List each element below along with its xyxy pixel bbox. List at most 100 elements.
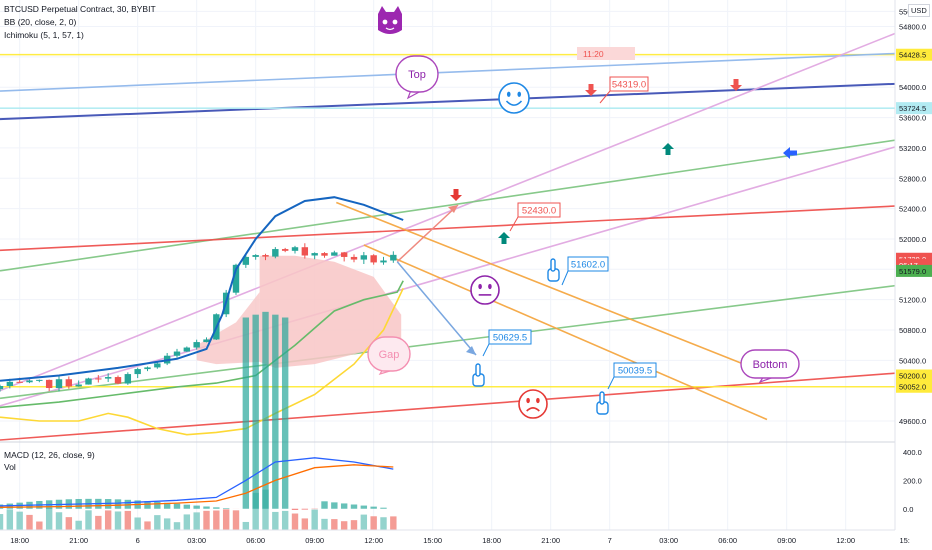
time-tick-label[interactable]: 03:00 (659, 536, 678, 545)
candle-body[interactable] (380, 260, 387, 263)
bb-legend[interactable]: BB (20, close, 2, 0) (4, 17, 77, 27)
volume-bar[interactable] (252, 492, 259, 530)
volume-bar[interactable] (36, 521, 43, 530)
macd-histogram-bar[interactable] (380, 507, 387, 509)
macd-histogram-bar[interactable] (360, 505, 368, 509)
candle-body[interactable] (193, 342, 200, 348)
macd-histogram-bar[interactable] (114, 499, 122, 509)
arrow-down-icon[interactable] (730, 79, 742, 91)
pointing-hand-icon[interactable] (596, 391, 609, 415)
macd-histogram-bar[interactable] (154, 501, 161, 509)
price-tick-label[interactable]: 53200.0 (899, 144, 926, 153)
candle-body[interactable] (173, 351, 181, 356)
candles[interactable] (0, 243, 397, 392)
candle-body[interactable] (203, 339, 210, 343)
candle-body[interactable] (321, 253, 328, 256)
arrow-left-icon[interactable] (783, 147, 797, 159)
candle-body[interactable] (0, 386, 4, 390)
volume-bar[interactable] (134, 517, 141, 530)
time-tick-label[interactable]: 09:00 (305, 536, 324, 545)
time-tick-label[interactable]: 03:00 (187, 536, 206, 545)
volume-bar[interactable] (311, 509, 318, 530)
time-tick-label[interactable]: 15: (899, 536, 909, 545)
price-tick-label[interactable]: 51200.0 (899, 296, 926, 305)
volume-bar[interactable] (380, 517, 387, 530)
macd-histogram-bar[interactable] (193, 505, 200, 509)
candle-body[interactable] (331, 252, 338, 256)
volume-bar[interactable] (291, 513, 299, 530)
macd-histogram-bar[interactable] (350, 504, 358, 509)
volume-bar[interactable] (242, 521, 250, 530)
cat-face-icon[interactable] (378, 6, 402, 34)
neutral-face-icon[interactable] (470, 275, 500, 305)
gap-bubble[interactable]: Gap (367, 336, 411, 376)
volume-bar[interactable] (331, 519, 338, 530)
candle-body[interactable] (75, 384, 82, 387)
macd-histogram-bar[interactable] (144, 501, 151, 509)
candle-body[interactable] (65, 379, 73, 387)
volume-bar[interactable] (173, 522, 181, 530)
candle-body[interactable] (55, 379, 63, 389)
macd-histogram-bar[interactable] (370, 506, 377, 509)
volume-bar[interactable] (144, 521, 151, 530)
volume-bar[interactable] (193, 512, 200, 530)
macd-histogram-bar[interactable] (203, 506, 210, 509)
price-tick-label[interactable]: 54000.0 (899, 83, 926, 92)
candle-body[interactable] (36, 379, 43, 381)
trend-line[interactable] (0, 138, 905, 272)
candle-body[interactable] (16, 381, 23, 383)
time-tick-label[interactable]: 21:00 (69, 536, 88, 545)
volume-bar[interactable] (26, 514, 33, 530)
price-tag-label[interactable]: 54428.5 (899, 51, 926, 60)
macd-tick-label[interactable]: 400.0 (903, 448, 922, 457)
macd-histogram-bar[interactable] (262, 311, 269, 509)
volume-bar[interactable] (75, 520, 82, 530)
volume-bar[interactable] (104, 510, 112, 530)
ichimoku-legend[interactable]: Ichimoku (5, 1, 57, 1) (4, 30, 84, 40)
price-tick-label[interactable]: 53600.0 (899, 114, 926, 123)
volume-bar[interactable] (114, 511, 122, 530)
projection-down-line[interactable] (396, 261, 477, 356)
price-label-51602[interactable]: 51602.0 (561, 256, 609, 286)
candle-body[interactable] (134, 369, 141, 375)
macd-histogram-bar[interactable] (321, 501, 328, 509)
candle-body[interactable] (301, 247, 309, 256)
price-tick-label[interactable]: 52400.0 (899, 205, 926, 214)
price-tag-label[interactable]: 51579.0 (899, 267, 926, 276)
macd-histogram-bar[interactable] (331, 502, 338, 509)
trend-line[interactable] (0, 52, 905, 92)
trend-line[interactable] (336, 201, 760, 371)
candle-body[interactable] (350, 256, 358, 260)
time-tick-label[interactable]: 21:00 (541, 536, 560, 545)
macd-histogram-bar[interactable] (252, 314, 259, 509)
macd-histogram-bar[interactable] (291, 508, 299, 510)
volume-bar[interactable] (203, 510, 210, 530)
volume-bar[interactable] (124, 510, 132, 530)
volume-bar[interactable] (65, 517, 73, 530)
candle-body[interactable] (242, 256, 250, 265)
macd-histogram-bar[interactable] (0, 504, 4, 509)
arrow-up-icon[interactable] (662, 143, 674, 155)
sad-face-icon[interactable] (518, 389, 548, 419)
price-tick-label[interactable]: 50800.0 (899, 326, 926, 335)
candle-body[interactable] (390, 254, 397, 261)
pointing-hand-icon[interactable] (547, 258, 560, 282)
candle-body[interactable] (154, 363, 161, 368)
volume-bar[interactable] (360, 514, 368, 530)
candle-body[interactable] (281, 249, 289, 251)
candle-body[interactable] (45, 379, 53, 389)
time-tick-label[interactable]: 12:00 (836, 536, 855, 545)
arrow-up-icon[interactable] (498, 232, 510, 244)
macd-histogram-bar[interactable] (340, 503, 348, 509)
volume-bar[interactable] (321, 518, 328, 530)
time-tick-label[interactable]: 09:00 (777, 536, 796, 545)
price-label-52430[interactable]: 52430.0 (509, 202, 561, 232)
macd-histogram-bar[interactable] (301, 508, 309, 510)
volume-bar[interactable] (0, 514, 4, 530)
trend-line[interactable] (0, 283, 905, 400)
volume-bar[interactable] (281, 510, 289, 530)
candle-body[interactable] (262, 255, 269, 257)
price-tick-label[interactable]: 52800.0 (899, 174, 926, 183)
candle-body[interactable] (85, 378, 92, 385)
arrow-down-icon[interactable] (585, 84, 597, 96)
